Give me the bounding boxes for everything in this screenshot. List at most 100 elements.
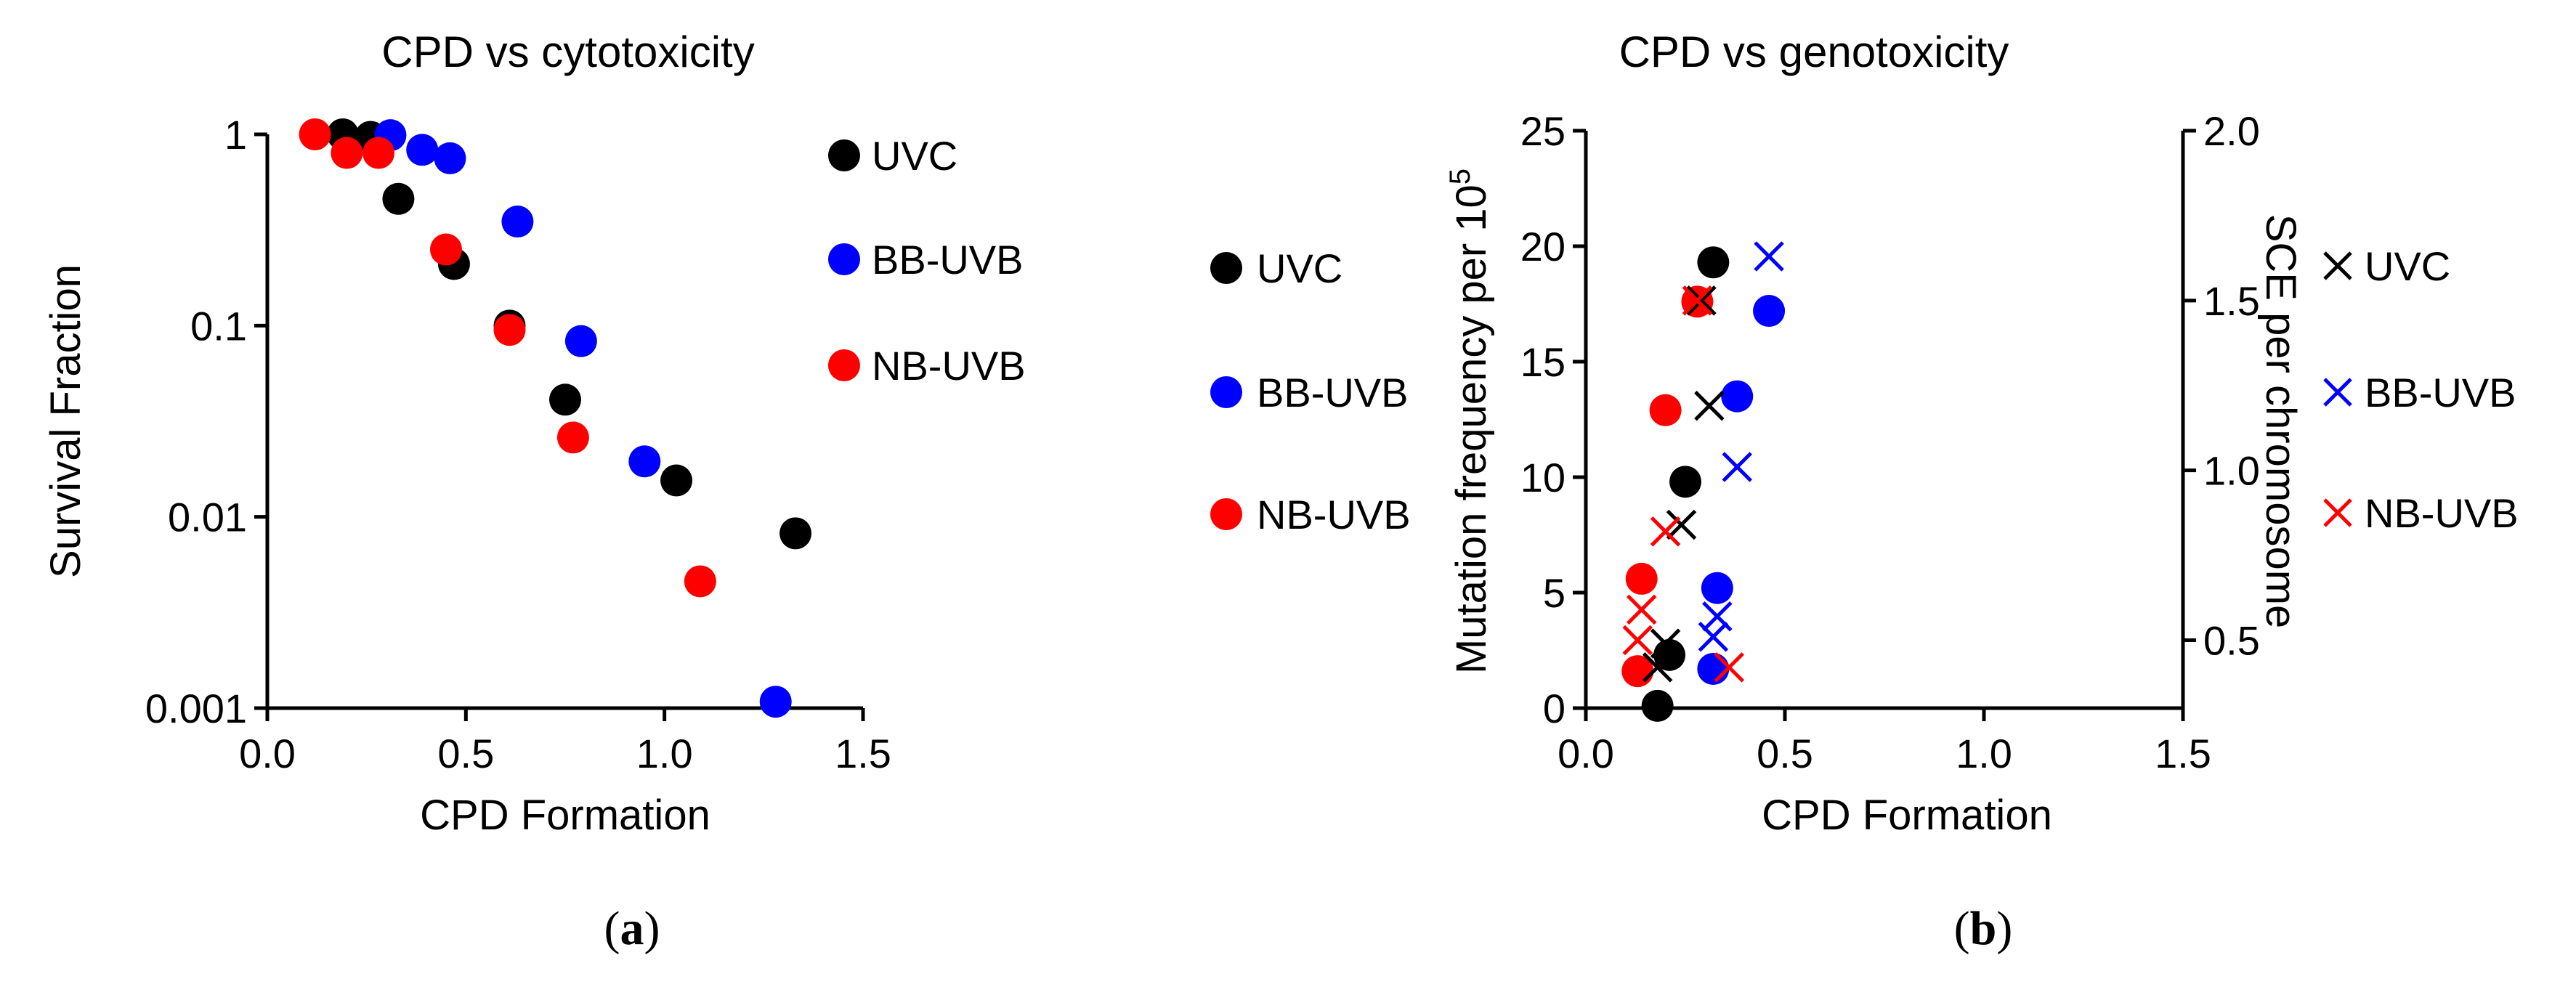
legend-b-marker-nb-uvb (1210, 498, 1242, 530)
b-point-bb-uvb (1701, 572, 1733, 604)
legend-b-marker-bb-uvb (1210, 376, 1242, 408)
legend-b2-label-bb-uvb: BB-UVB (2365, 370, 2516, 415)
legend-b2-label-uvc: UVC (2365, 243, 2450, 289)
b-cross-bb-uvb (1754, 241, 1784, 272)
legend-a-marker-bb-uvb (828, 243, 860, 275)
b-ytick-label: 25 (1520, 108, 1566, 154)
b-y2tick-label: 2.0 (2203, 108, 2260, 154)
b-point-uvc (1641, 689, 1674, 722)
b-point-bb-uvb (1697, 652, 1730, 685)
b-ytick-label: 0 (1543, 686, 1566, 731)
a-xtick-label: 1.5 (835, 731, 891, 776)
a-point-bb-uvb (406, 134, 439, 166)
b-cross-nb-uvb (1714, 652, 1745, 683)
b-cross-nb-uvb (1650, 516, 1681, 547)
a-point-nb-uvb (556, 421, 589, 454)
b-point-bb-uvb (1753, 295, 1786, 328)
panel-b-y2-label: SCE per chromosome (2257, 214, 2304, 629)
b-point-uvc (1697, 246, 1730, 279)
legend-a-label-uvc: UVC (872, 133, 957, 179)
legend-a-label-bb-uvb: BB-UVB (872, 237, 1024, 283)
legend-b2-marker-nb-uvb (2323, 498, 2352, 527)
a-ytick-label: 0.01 (168, 495, 247, 540)
panel-b-title: CPD vs genotoxicity (1619, 28, 2009, 76)
legend-b-marker-uvc (1210, 252, 1242, 284)
a-point-nb-uvb (430, 233, 462, 266)
a-point-nb-uvb (684, 565, 716, 598)
a-point-uvc (779, 517, 812, 550)
a-point-nb-uvb (362, 137, 395, 169)
a-point-bb-uvb (434, 142, 466, 174)
legend-b-label-uvc: UVC (1257, 245, 1342, 291)
b-cross-uvc (1666, 509, 1697, 540)
a-ytick-label: 0.1 (190, 303, 247, 349)
a-point-uvc (660, 464, 693, 497)
legend-a-marker-nb-uvb (828, 349, 860, 381)
legend-b2-label-nb-uvb: NB-UVB (2365, 490, 2519, 536)
a-point-bb-uvb (759, 686, 792, 718)
panel-b-y2-ticks: 0.5 1.0 1.5 2.0 (2183, 108, 2260, 663)
b-y2tick-label: 1.5 (2203, 278, 2260, 324)
a-xtick-label: 0.5 (437, 731, 494, 776)
panel-b-circle-legend: UVC BB-UVB NB-UVB (1210, 245, 1411, 537)
panel-a-y-label: Survival Fraction (42, 264, 89, 578)
a-point-nb-uvb (493, 314, 526, 346)
b-cross-nb-uvb (1626, 594, 1657, 625)
legend-b-label-nb-uvb: NB-UVB (1257, 492, 1411, 537)
panel-a-title: CPD vs cytotoxicity (381, 28, 754, 76)
panel-b-y-ticks: 0 5 10 15 20 25 (1520, 108, 1586, 731)
b-ytick-label: 10 (1520, 455, 1566, 500)
b-ytick-label: 15 (1520, 339, 1566, 385)
panel-a-y-ticks: 0.001 0.01 0.1 1 (145, 112, 267, 731)
a-ytick-label: 1 (224, 112, 247, 158)
b-cross-uvc (1686, 285, 1717, 316)
a-xtick-label: 1.0 (636, 731, 693, 776)
b-cross-uvc (1650, 628, 1681, 659)
panel-a-x-label: CPD Formation (420, 792, 710, 839)
b-cross-bb-uvb (1702, 601, 1733, 632)
panel-a-x-ticks: 0.0 0.5 1.0 1.5 (239, 708, 891, 776)
b-xtick-label: 1.0 (1956, 731, 2012, 776)
b-ytick-label: 5 (1543, 570, 1566, 616)
b-xtick-label: 0.0 (1558, 731, 1614, 776)
b-ytick-label: 20 (1520, 224, 1566, 269)
b-cross-nb-uvb (1622, 625, 1653, 656)
a-point-uvc (382, 182, 415, 215)
a-point-bb-uvb (501, 206, 534, 238)
b-point-nb-uvb (1649, 394, 1682, 426)
panel-b-caption: (b) (1954, 902, 2013, 955)
panel-b-x-label: CPD Formation (1762, 792, 2052, 839)
b-cross-uvc (1694, 391, 1725, 421)
a-ytick-label: 0.001 (145, 686, 247, 731)
a-point-bb-uvb (628, 445, 661, 478)
a-point-uvc (549, 383, 581, 416)
b-y2tick-label: 0.5 (2203, 617, 2260, 663)
b-y2tick-label: 1.0 (2203, 448, 2260, 494)
panel-a-legend: UVC BB-UVB NB-UVB (828, 133, 1026, 389)
legend-a-label-nb-uvb: NB-UVB (872, 343, 1026, 389)
a-point-bb-uvb (564, 325, 597, 357)
legend-b2-marker-uvc (2323, 251, 2352, 280)
legend-b-label-bb-uvb: BB-UVB (1257, 370, 1409, 415)
legend-a-marker-uvc (828, 139, 860, 171)
panel-b-x-ticks: 0.0 0.5 1.0 1.5 (1558, 708, 2211, 776)
panel-b-genotoxicity: CPD vs genotoxicity 0 5 10 15 20 25 0.5 1.0 1.5… (1444, 28, 2519, 955)
panel-b-data-points (1621, 241, 1786, 722)
panel-a-cytotoxicity: CPD vs cytotoxicity 0.001 0.01 0.1 1 0.0 0.5… (42, 28, 1026, 955)
b-cross-bb-uvb (1722, 452, 1753, 482)
b-xtick-label: 1.5 (2155, 731, 2211, 776)
b-point-nb-uvb (1625, 562, 1658, 595)
b-cross-nb-uvb (1682, 285, 1713, 316)
b-cross-bb-uvb (1698, 622, 1729, 652)
legend-b2-marker-bb-uvb (2323, 378, 2352, 407)
panel-b-cross-legend: UVC BB-UVB NB-UVB (2323, 243, 2519, 536)
b-point-bb-uvb (1721, 380, 1754, 413)
panel-b-y-label: Mutation frequency per 105 (1444, 168, 1495, 674)
panel-a-data-points (299, 118, 812, 718)
a-point-nb-uvb (331, 137, 363, 169)
a-point-nb-uvb (299, 118, 331, 150)
b-xtick-label: 0.5 (1757, 731, 1813, 776)
panel-a-caption: (a) (604, 902, 660, 955)
b-point-uvc (1669, 466, 1701, 498)
